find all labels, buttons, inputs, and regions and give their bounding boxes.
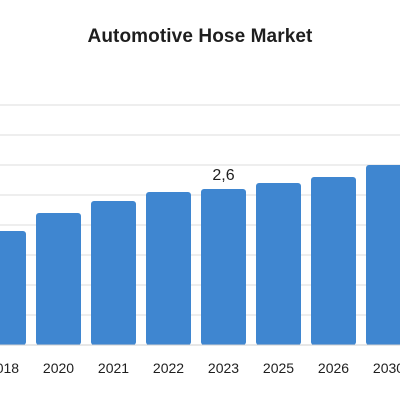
data-label: 2,6 <box>212 167 234 184</box>
bar-2022 <box>146 192 191 345</box>
x-tick-label: 2030 <box>373 360 400 376</box>
x-tick-label: 2022 <box>153 360 184 376</box>
chart-title: Automotive Hose Market <box>87 26 313 47</box>
x-tick-label: 2018 <box>0 360 19 376</box>
x-tick-label: 2020 <box>43 360 74 376</box>
bar-2021 <box>91 201 136 345</box>
x-tick-labels: 2018 2020 2021 2022 2023 2025 2026 2030 <box>0 360 400 376</box>
bar-2018 <box>0 231 26 345</box>
bar-2026 <box>311 177 356 345</box>
x-tick-label: 2025 <box>263 360 294 376</box>
data-labels: 2,6 <box>212 167 234 184</box>
bar-2020 <box>36 213 81 345</box>
x-tick-label: 2021 <box>98 360 129 376</box>
x-tick-label: 2026 <box>318 360 349 376</box>
x-tick-label: 2023 <box>208 360 239 376</box>
bar-2025 <box>256 183 301 345</box>
bar-2023 <box>201 189 246 345</box>
bars <box>0 165 400 345</box>
bar-2030 <box>366 165 400 345</box>
